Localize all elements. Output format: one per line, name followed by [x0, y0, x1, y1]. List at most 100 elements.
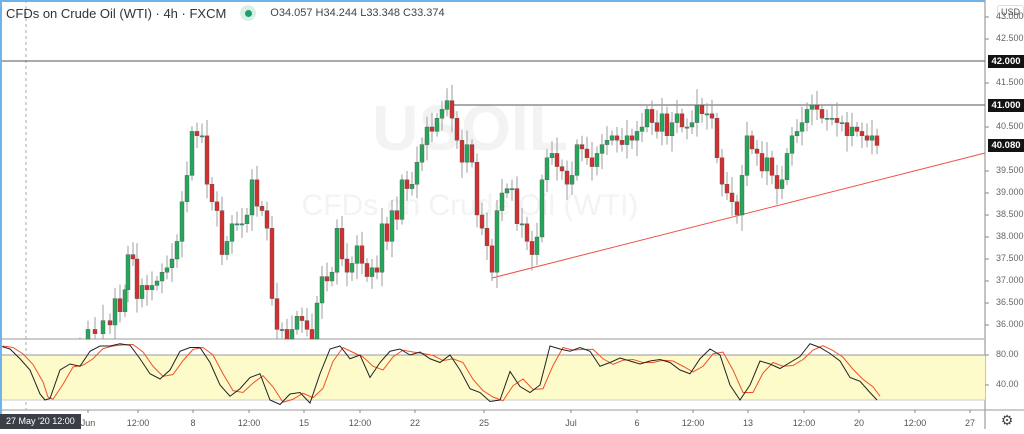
candle-up: [694, 104, 700, 123]
candle-up: [164, 267, 170, 273]
candle-down: [454, 117, 460, 141]
candle-down: [324, 276, 330, 282]
candle-down: [529, 241, 535, 255]
price-tick-label: 42.500: [996, 33, 1024, 43]
candle-up: [764, 157, 770, 172]
candle-down: [664, 113, 670, 137]
candle-down: [404, 179, 410, 189]
candle-down: [144, 285, 150, 290]
candle-up: [112, 298, 118, 326]
stochastic-band: [0, 355, 985, 400]
time-tick-label: 22: [409, 418, 421, 428]
time-tick-label: 12:00: [237, 418, 261, 428]
candle-up: [314, 302, 320, 340]
crosshair-time-label: 27 May '20 12:00: [0, 414, 81, 429]
candle-up: [424, 126, 430, 145]
time-tick-label: 6: [634, 418, 640, 428]
candle-down: [774, 175, 780, 189]
price-tag: 40.080: [988, 138, 1024, 152]
time-tick-label: 25: [478, 418, 490, 428]
candle-up: [569, 175, 575, 185]
price-tick-label: 43.000: [996, 11, 1024, 21]
candle-down: [204, 135, 210, 185]
candle-down: [299, 316, 305, 321]
time-tick-label: 27: [964, 418, 976, 428]
price-tick-label: 38.500: [996, 209, 1024, 219]
candle-down: [834, 117, 840, 123]
candle-up: [399, 179, 405, 220]
candle-down: [344, 258, 350, 273]
candle-up: [644, 109, 650, 128]
candle-down: [699, 104, 705, 115]
price-tick-label: 38.000: [996, 231, 1024, 241]
candle-down: [449, 100, 455, 119]
candle-up: [319, 276, 325, 304]
candle-down: [859, 131, 865, 136]
candle-down: [819, 109, 825, 119]
candle-up: [369, 267, 375, 277]
candle-down: [524, 223, 530, 242]
candle-up: [869, 135, 875, 141]
time-tick-label: Jun: [80, 418, 96, 428]
time-tick-label: 8: [190, 418, 196, 428]
candle-up: [574, 144, 580, 176]
candle-down: [394, 210, 400, 220]
candle-up: [229, 223, 235, 242]
market-status-icon: [240, 5, 257, 21]
symbol-title[interactable]: CFDs on Crude Oil (WTI) · 4h · FXCM: [6, 5, 227, 21]
candle-down: [749, 135, 755, 150]
candle-up: [224, 241, 230, 255]
candle-up: [504, 188, 510, 194]
candle-down: [709, 113, 715, 119]
candle-up: [794, 131, 800, 136]
candle-down: [729, 192, 735, 203]
candle-down: [629, 135, 635, 141]
candle-up: [784, 153, 790, 180]
candle-up: [184, 175, 190, 202]
candle-up: [439, 109, 445, 119]
candle-up: [419, 144, 425, 163]
candle-down: [459, 139, 465, 163]
candle-down: [654, 122, 660, 132]
candle-up: [634, 131, 640, 141]
time-tick-label: 12:00: [792, 418, 816, 428]
time-tick-label: 20: [853, 418, 865, 428]
candle-up: [509, 188, 515, 191]
candle-up: [609, 135, 615, 141]
candle-up: [739, 175, 745, 216]
candle-down: [364, 263, 370, 277]
candle-up: [824, 117, 830, 120]
candle-up: [409, 183, 415, 189]
candle-down: [284, 329, 290, 340]
time-tick-label: 12:00: [903, 418, 927, 428]
ohlc-values: O34.057 H34.244 L33.348 C33.374: [270, 7, 445, 19]
candle-down: [754, 148, 760, 154]
price-tick-label: 39.000: [996, 187, 1024, 197]
candle-down: [214, 201, 220, 211]
candle-up: [100, 320, 106, 335]
candle-up: [169, 258, 175, 269]
candle-up: [349, 263, 355, 273]
candle-down: [614, 135, 620, 141]
candle-up: [85, 329, 91, 340]
candle-down: [134, 258, 140, 299]
candle-up: [389, 210, 395, 242]
candle-down: [339, 227, 345, 260]
candle-up: [234, 223, 240, 226]
candle-down: [269, 227, 275, 299]
candles[interactable]: [79, 84, 880, 340]
candle-down: [724, 183, 730, 194]
candle-down: [479, 214, 485, 229]
candle-up: [849, 126, 855, 137]
candle-up: [799, 122, 805, 132]
settings-gear-icon[interactable]: ⚙: [1000, 412, 1014, 428]
candle-up: [639, 126, 645, 132]
candle-up: [464, 144, 470, 163]
candle-up: [599, 144, 605, 154]
left-edge-accent: [0, 0, 2, 429]
candle-down: [474, 161, 480, 216]
candle-down: [259, 205, 265, 211]
candle-up: [779, 179, 785, 189]
